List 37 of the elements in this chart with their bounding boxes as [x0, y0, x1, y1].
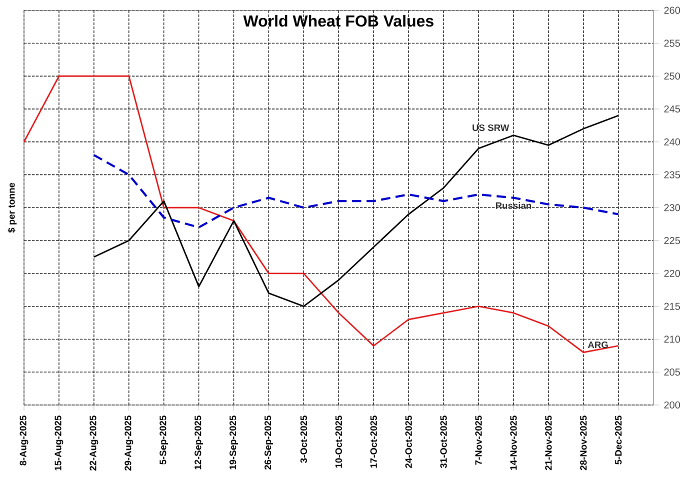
y-tick-label: 220: [664, 270, 680, 277]
x-tick-label: 31-Oct-2025: [440, 416, 447, 468]
x-tick-label: 7-Nov-2025: [475, 416, 482, 465]
y-tick-label: 205: [664, 368, 680, 376]
x-tick-label: 26-Sep-2025: [264, 416, 273, 470]
x-tick-label: 21-Nov-2025: [545, 416, 552, 470]
y-tick-label: 200: [664, 401, 680, 409]
y-tick-label: 255: [664, 40, 680, 47]
y-axis-title: $ per tonne: [8, 182, 17, 233]
x-tick-label: 14-Nov-2025: [510, 416, 517, 470]
x-tick-label: 17-Oct-2025: [370, 416, 377, 468]
y-tick-label: 235: [664, 171, 680, 178]
x-tick-label: 24-Oct-2025: [405, 416, 412, 468]
y-tick-label: 230: [664, 204, 680, 212]
x-tick-label: 3-Oct-2025: [300, 416, 308, 463]
y-tick-label: 215: [664, 302, 680, 310]
x-tick-label: 29-Aug-2025: [124, 416, 134, 471]
y-tick-label: 245: [664, 105, 680, 113]
x-tick-label: 5-Dec-2025: [615, 416, 622, 464]
x-tick-label: 15-Aug-2025: [54, 416, 64, 470]
line-series: [92, 154, 620, 228]
x-tick-label: 8-Aug-2025: [20, 416, 28, 466]
y-tick-label: 240: [664, 138, 680, 146]
y-tick-label: 225: [664, 237, 680, 244]
x-tick-label: 22-Aug-2025: [90, 416, 98, 471]
y-tick-label: 260: [664, 6, 680, 14]
series-label: US SRW: [472, 124, 510, 132]
chart-title: World Wheat FOB Values: [243, 14, 434, 27]
series-label: ARG: [588, 342, 608, 348]
series-label: Russian: [496, 202, 532, 209]
x-tick-label: 10-Oct-2025: [335, 416, 342, 468]
x-tick-label: 28-Nov-2025: [580, 416, 587, 470]
x-tick-label: 5-Sep-2025: [160, 416, 168, 464]
y-tick-label: 210: [664, 336, 680, 343]
x-tick-label: 19-Sep-2025: [230, 416, 238, 470]
y-tick-label: 250: [664, 72, 680, 80]
x-tick-label: 12-Sep-2025: [194, 416, 204, 470]
